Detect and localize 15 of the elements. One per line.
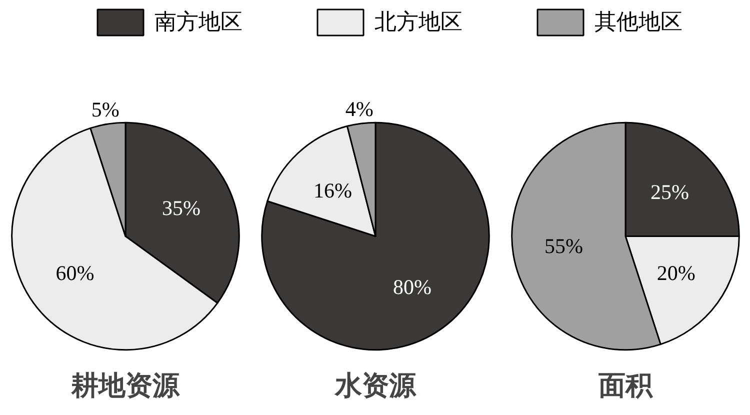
text: 耕地资源 <box>70 370 180 400</box>
data-label: 20% <box>656 260 696 285</box>
text: 面积 <box>598 370 654 400</box>
data-label: 80% <box>392 274 432 299</box>
legend-label: 南方地区 <box>154 10 242 35</box>
data-label: 4% <box>345 96 374 121</box>
data-label: 55% <box>544 234 584 258</box>
legend-label: 其他地区 <box>594 10 682 35</box>
data-label: 5% <box>91 97 120 122</box>
data-label: 16% <box>313 178 352 203</box>
text: 水资源 <box>334 370 417 400</box>
data-label: 25% <box>650 180 689 204</box>
legend-label: 北方地区 <box>374 10 462 35</box>
data-label: 35% <box>162 196 200 220</box>
data-label: 60% <box>56 260 94 285</box>
